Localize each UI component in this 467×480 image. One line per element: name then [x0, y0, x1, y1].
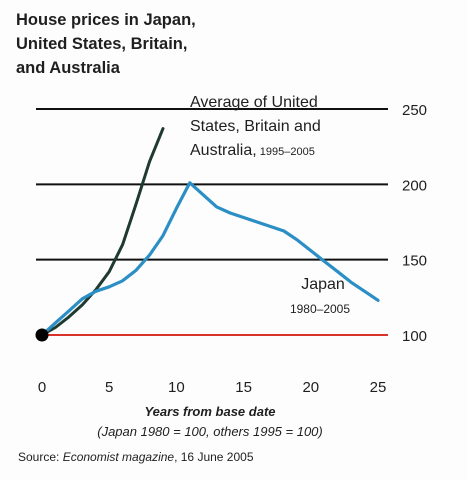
series-line-japan [40, 181, 380, 337]
x-axis-note: (Japan 1980 = 100, others 1995 = 100) [97, 424, 323, 439]
source-publication: Economist magazine [62, 450, 175, 464]
x-axis-label: Years from base date [144, 404, 276, 419]
y-tick-label-150: 150 [402, 253, 427, 270]
source-date: , 16 June 2005 [174, 450, 254, 464]
chart-title-line-1: House prices in Japan, [16, 11, 196, 29]
series-label-average-line-3: Australia, 1995–2005 [190, 142, 315, 159]
x-tick-label-10: 10 [168, 379, 185, 396]
series-label-average-line-2: States, Britain and [190, 118, 321, 135]
series-label-average-line-1: Average of United [190, 94, 318, 111]
base-marker [35, 328, 49, 342]
chart-title: House prices in Japan, United States, Br… [16, 8, 276, 80]
series-label-japan: Japan [301, 276, 345, 293]
chart-title-line-2: United States, Britain, [16, 35, 188, 53]
x-tick-label-20: 20 [302, 379, 319, 396]
source-note: Source: Economist magazine, 16 June 2005 [18, 450, 254, 464]
series-line-average [40, 127, 165, 337]
series-period-japan: 1980–2005 [290, 302, 350, 316]
y-tick-label-100: 100 [402, 328, 427, 345]
source-prefix: Source: [18, 450, 63, 464]
x-tick-label-25: 25 [370, 379, 387, 396]
x-tick-label-5: 5 [105, 379, 113, 396]
y-tick-label-250: 250 [402, 102, 427, 119]
chart-title-line-3: and Australia [16, 59, 120, 77]
x-tick-label-15: 15 [235, 379, 252, 396]
series-period-average: 1995–2005 [257, 146, 315, 158]
x-tick-label-0: 0 [38, 379, 46, 396]
y-tick-label-200: 200 [402, 177, 427, 194]
